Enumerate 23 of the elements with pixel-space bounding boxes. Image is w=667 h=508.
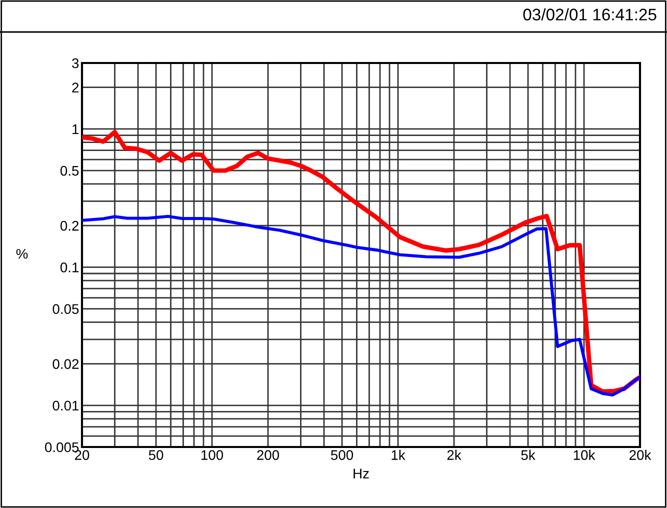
y-tick-label: 3 [72, 58, 79, 68]
y-tick-label: 0.005 [45, 442, 79, 452]
y-tick-label: 2 [72, 82, 79, 92]
y-tick-label: 0.5 [60, 166, 79, 176]
y-tick-label: 0.05 [52, 304, 79, 314]
x-tick-label: 10k [574, 450, 596, 460]
text: 03/02/01 16:41:25 [523, 8, 656, 20]
x-tick-label: 20 [74, 450, 90, 460]
y-tick-label: 0.2 [60, 220, 79, 231]
y-tick-label: 0.02 [52, 359, 79, 369]
x-tick-label: 50 [148, 450, 164, 460]
x-tick-label: 500 [330, 450, 354, 460]
y-tick-label: 0.01 [52, 400, 79, 411]
x-tick-label: 5k [521, 450, 536, 460]
y-axis-title: % [16, 248, 28, 259]
x-tick-label: 100 [201, 450, 224, 460]
x-tick-label: 1k [392, 450, 406, 460]
x-tick-label: 200 [257, 450, 280, 460]
y-tick-label: 1 [72, 124, 79, 134]
x-tick-label: 2k [447, 450, 462, 460]
y-tick-label: 0.1 [60, 262, 79, 272]
x-axis-title: Hz [354, 468, 369, 478]
x-tick-label: 20k [630, 450, 652, 460]
